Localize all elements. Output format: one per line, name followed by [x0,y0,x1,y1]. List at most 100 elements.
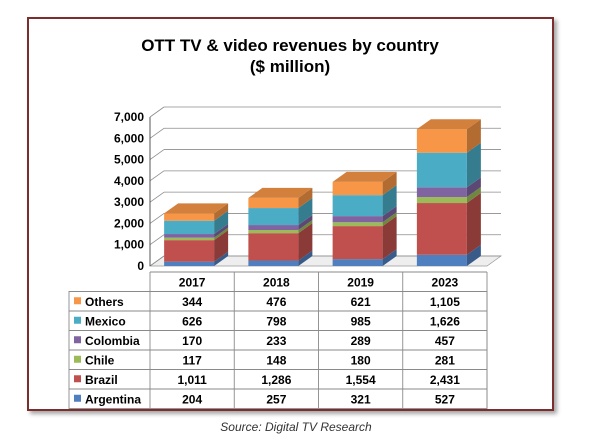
data-label: 1,105 [430,295,460,309]
bar-segment-side [298,187,313,209]
legend-label: Others [85,295,124,309]
bar-segment-side [382,216,397,260]
data-label: 2,431 [430,373,460,387]
data-label: 1,626 [430,314,460,328]
data-label: 233 [266,334,286,348]
data-label: 257 [266,392,286,406]
bar-segment-front [164,261,215,266]
legend-label: Argentina [85,392,141,406]
bar-segment-side [298,250,313,266]
data-label: 527 [435,392,455,406]
bar-segment-front [164,240,215,262]
bar-segment-front [416,152,467,188]
bar-segment-side [214,224,229,238]
legend-swatch [74,394,81,402]
bar-segment-side [298,223,313,261]
bar-segment-front [332,216,383,223]
x-tick-label: 2018 [263,276,290,290]
bar-segment-side [298,215,313,231]
chart-frame: OTT TV & video revenues by country ($ mil… [27,17,554,411]
gridline-side [149,213,165,224]
bar-segment-front [248,225,299,231]
y-tick-label: 2,000 [114,216,144,230]
gridline-side [149,255,165,267]
y-tick-label: 0 [137,259,144,273]
gridline-side [149,106,165,118]
bar-segment-side [382,206,397,223]
legend-swatch [74,336,81,344]
bar-segment-front [164,237,215,241]
bar-segment-front [332,226,383,260]
bar-segment-front [332,222,383,227]
gridline-side [149,127,165,139]
data-label: 985 [351,314,371,328]
bar-segment-front [248,260,299,266]
data-label: 281 [435,353,455,367]
data-label: 1,286 [261,373,291,387]
bar-segment-front [248,197,299,209]
data-label: 148 [266,353,286,367]
gridline-side [149,191,165,203]
legend-swatch [74,297,81,305]
gridline-side [149,170,165,182]
bar-segment-front [416,197,467,204]
bar-segment-front [248,230,299,234]
y-tick-label: 3,000 [114,195,144,209]
bar-segment-side [214,210,229,235]
bar-top [416,119,481,130]
bar-segment-side [298,220,313,234]
y-tick-label: 6,000 [114,131,144,145]
chart-subtitle: ($ million) [250,57,330,76]
data-label: 476 [266,295,286,309]
data-label: 170 [182,334,202,348]
legend-swatch [74,375,81,383]
source-note: Source: Digital TV Research [220,420,372,434]
bar-segment-side [214,251,229,266]
bar-segment-front [416,254,467,266]
data-label: 180 [351,353,371,367]
data-label: 344 [182,295,202,309]
bar-segment-front [248,233,299,261]
data-label: 1,011 [177,373,207,387]
bar-segment-side [214,203,229,221]
bar-segment-side [382,171,397,196]
bar-segment-side [214,227,229,241]
bar-segment-front [416,203,467,255]
x-tick-label: 2019 [347,276,374,290]
bar-segment-front [332,259,383,266]
legend-label: Colombia [85,334,140,348]
bar-segment-side [298,198,313,226]
data-label: 1,554 [346,373,376,387]
bar-segment-side [466,244,481,266]
bar-segment-front [164,220,215,235]
legend-swatch [74,316,81,324]
data-label: 457 [435,334,455,348]
data-label: 204 [182,392,202,406]
bar-segment-side [466,119,481,153]
y-tick-label: 5,000 [114,153,144,167]
bar-segment-front [416,187,467,198]
y-tick-label: 1,000 [114,238,144,252]
bar-segment-side [382,185,397,217]
gridline-side [149,234,165,246]
x-tick-label: 2023 [432,276,459,290]
bar-segment-side [466,193,481,255]
x-tick-label: 2017 [179,276,206,290]
bar-segment-front [164,213,215,221]
bar-segment-front [248,208,299,226]
bar-top [248,187,313,198]
data-label: 117 [182,353,202,367]
data-label: 321 [351,392,371,406]
y-tick-label: 7,000 [114,110,144,124]
data-label: 621 [351,295,371,309]
bar-top [332,171,397,182]
bar-segment-front [332,181,383,196]
chart-title: OTT TV & video revenues by country [141,36,439,55]
bar-segment-side [214,230,229,262]
bar-segment-side [382,212,397,227]
gridline-side [149,149,165,160]
bar-segment-front [416,129,467,153]
legend-swatch [74,355,81,363]
y-tick-label: 4,000 [114,174,144,188]
bar-segment-side [466,187,481,204]
